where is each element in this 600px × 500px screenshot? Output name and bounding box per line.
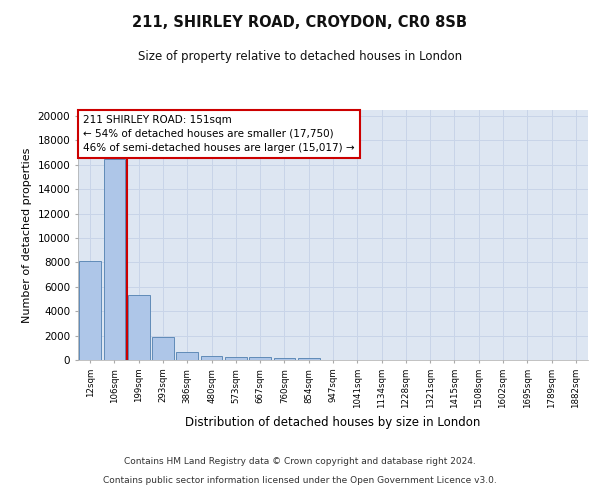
Text: Contains HM Land Registry data © Crown copyright and database right 2024.: Contains HM Land Registry data © Crown c… bbox=[124, 458, 476, 466]
Bar bbox=[200, 356, 223, 360]
Bar bbox=[249, 358, 271, 360]
Bar bbox=[128, 296, 149, 360]
Bar bbox=[104, 159, 125, 360]
Bar bbox=[176, 352, 198, 360]
Bar bbox=[274, 358, 295, 360]
Bar bbox=[225, 356, 247, 360]
Bar bbox=[152, 338, 174, 360]
Text: Contains public sector information licensed under the Open Government Licence v3: Contains public sector information licen… bbox=[103, 476, 497, 485]
Text: Size of property relative to detached houses in London: Size of property relative to detached ho… bbox=[138, 50, 462, 63]
X-axis label: Distribution of detached houses by size in London: Distribution of detached houses by size … bbox=[185, 416, 481, 430]
Text: 211, SHIRLEY ROAD, CROYDON, CR0 8SB: 211, SHIRLEY ROAD, CROYDON, CR0 8SB bbox=[133, 15, 467, 30]
Bar bbox=[79, 261, 101, 360]
Bar bbox=[298, 358, 320, 360]
Y-axis label: Number of detached properties: Number of detached properties bbox=[22, 148, 32, 322]
Text: 211 SHIRLEY ROAD: 151sqm
← 54% of detached houses are smaller (17,750)
46% of se: 211 SHIRLEY ROAD: 151sqm ← 54% of detach… bbox=[83, 115, 355, 153]
